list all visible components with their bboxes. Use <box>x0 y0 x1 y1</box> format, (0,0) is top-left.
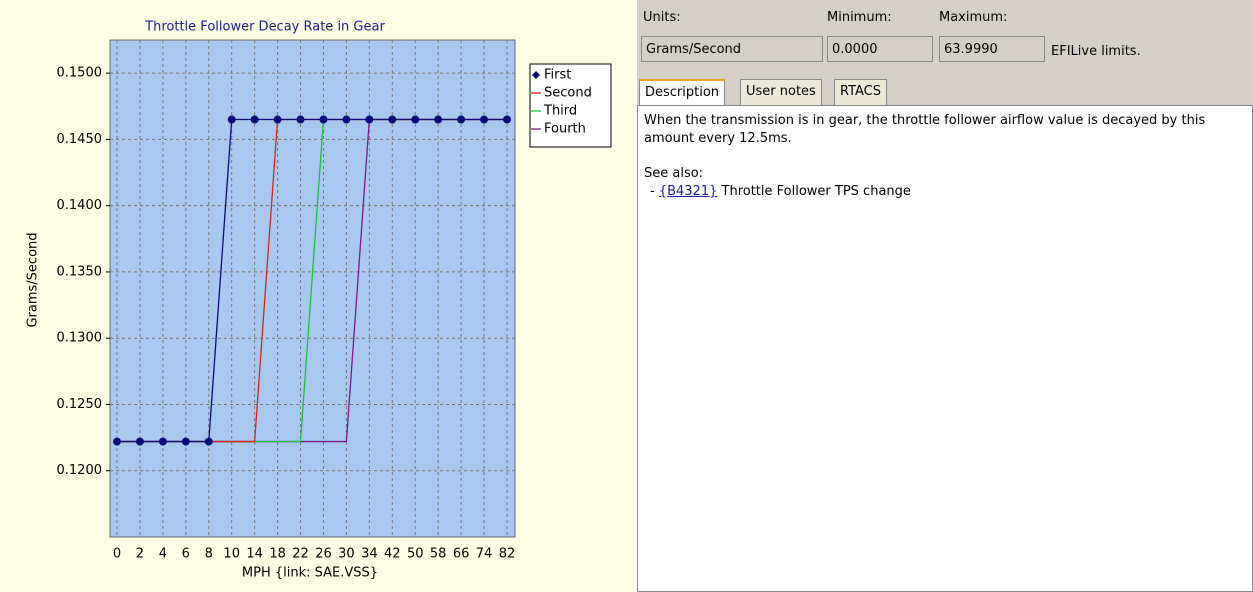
y-tick-label: 0.1350 <box>57 264 103 279</box>
maximum-label: Maximum: <box>939 10 1008 25</box>
x-axis-label: MPH {link: SAE.VSS} <box>242 566 378 581</box>
units-field: Grams/Second <box>641 36 823 62</box>
tab[interactable]: User notes <box>740 79 822 105</box>
see-also: See also: <box>644 166 704 181</box>
legend <box>529 63 612 148</box>
description-pane: When the transmission is in gear, the th… <box>637 105 1253 592</box>
chart: Throttle Follower Decay Rate in Gear MPH… <box>0 0 636 592</box>
maximum-field: 63.9990 <box>939 36 1045 62</box>
tab[interactable]: Description <box>639 79 726 105</box>
legend-label: Third <box>543 104 577 119</box>
y-axis-label: Grams/Second <box>26 232 41 327</box>
x-tick-label: 34 <box>361 547 378 562</box>
y-tick-label: 0.1450 <box>57 132 103 147</box>
x-tick-label: 82 <box>499 547 516 562</box>
minimum-field: 0.0000 <box>827 36 933 62</box>
x-tick-label: 10 <box>223 547 240 562</box>
x-tick-label: 26 <box>315 547 332 562</box>
legend-label: Second <box>544 86 592 101</box>
point-marker <box>342 115 351 124</box>
y-tick-label: 0.1500 <box>57 66 103 81</box>
x-tick-label: 30 <box>338 547 355 562</box>
description: When the transmission is in gear, the th… <box>644 113 1206 146</box>
x-tick-label: 18 <box>269 547 286 562</box>
point-marker <box>158 437 167 446</box>
point-marker <box>434 115 443 124</box>
point-marker <box>273 115 282 124</box>
y-tick-label: 0.1200 <box>57 463 103 478</box>
link-text: Throttle Follower TPS change <box>721 184 911 199</box>
y-tick-label: 0.1400 <box>57 198 103 213</box>
point-marker <box>204 437 213 446</box>
limits-note: EFILive limits. <box>1051 44 1141 59</box>
units-label: Units: <box>643 10 681 25</box>
point-marker <box>365 115 374 124</box>
x-tick-label: 66 <box>453 547 470 562</box>
point-marker <box>480 115 489 124</box>
x-tick-label: 58 <box>430 547 447 562</box>
legend-marker <box>532 71 540 79</box>
minimum-label: Minimum: <box>827 10 892 25</box>
chart-title: Throttle Follower Decay Rate in Gear <box>144 20 385 35</box>
legend-label: Fourth <box>544 122 586 137</box>
x-tick-label: 14 <box>246 547 263 562</box>
x-tick-label: 6 <box>182 547 190 562</box>
x-tick-label: 2 <box>136 547 144 562</box>
point-marker <box>181 437 190 446</box>
point-marker <box>503 115 511 124</box>
y-tick-label: 0.1300 <box>57 331 103 346</box>
point-marker <box>296 115 305 124</box>
x-tick-label: 0 <box>113 547 121 562</box>
y-tick-label: 0.1250 <box>57 397 103 412</box>
tab[interactable]: RTACS <box>834 79 888 105</box>
point-marker <box>411 115 420 124</box>
see-also-item: - {B4321} Throttle Follower TPS change <box>650 184 911 199</box>
plot-area <box>109 39 516 538</box>
x-tick-label: 74 <box>476 547 493 562</box>
x-tick-label: 8 <box>205 547 213 562</box>
link[interactable]: {B4321} <box>658 184 718 199</box>
point-marker <box>250 115 259 124</box>
point-marker <box>388 115 397 124</box>
x-tick-label: 4 <box>159 547 167 562</box>
point-marker <box>457 115 466 124</box>
x-tick-label: 50 <box>407 547 424 562</box>
point-marker <box>135 437 144 446</box>
info-panel: Units: Minimum: Maximum: Grams/Second 0.… <box>637 0 1253 592</box>
point-marker <box>319 115 328 124</box>
x-tick-label: 42 <box>384 547 401 562</box>
point-marker <box>227 115 236 124</box>
x-tick-label: 22 <box>292 547 309 562</box>
point-marker <box>113 437 121 446</box>
legend-label: First <box>544 68 571 83</box>
